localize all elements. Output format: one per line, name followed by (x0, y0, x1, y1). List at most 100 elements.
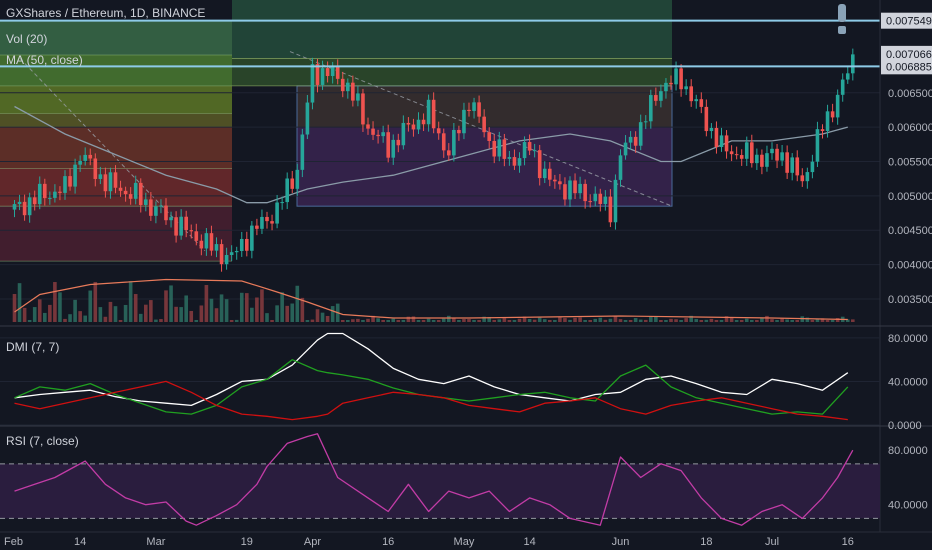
volume-bar (164, 290, 168, 322)
rsi-indicator-label[interactable]: RSI (7, close) (6, 434, 79, 448)
candle-body (280, 202, 284, 204)
candle-body (734, 154, 739, 156)
candle-body (568, 180, 572, 200)
volume-bar (578, 317, 582, 322)
candle-body (53, 191, 57, 198)
volume-bar (366, 318, 370, 322)
volume-bar (452, 318, 456, 322)
candle-body (851, 54, 855, 74)
volume-bar (714, 320, 719, 322)
candle-body (548, 168, 552, 180)
volume-bar (729, 316, 734, 322)
volume-bar (371, 315, 375, 322)
dmi-tick-label-1: 40.0000 (888, 376, 928, 388)
candle-body (770, 148, 774, 154)
price-label-bg-1 (881, 45, 932, 62)
volume-bar (209, 298, 214, 322)
volume-bar (643, 319, 648, 322)
price-label-1: 0.007066 (886, 49, 932, 61)
candle-body (416, 119, 421, 130)
candle-body (452, 129, 456, 156)
volume-bar (603, 319, 608, 322)
candle-body (638, 122, 643, 146)
vol-indicator-label[interactable]: Vol (20) (6, 32, 48, 46)
dmi-line-minus (14, 380, 848, 421)
volume-bar (103, 316, 108, 322)
fib-zone-2 (0, 85, 232, 114)
volume-bar (260, 289, 264, 322)
candle-body (512, 157, 517, 166)
volume-bar (239, 292, 244, 322)
rsi-tick-label-0: 80.0000 (888, 445, 928, 457)
candle-body (739, 155, 744, 159)
candle-body (113, 172, 118, 188)
volume-bar (78, 311, 82, 322)
volume-bar (411, 316, 416, 322)
time-tick-label-7: 14 (523, 536, 535, 548)
volume-bar (416, 320, 421, 322)
candle-body (234, 250, 239, 253)
volume-bar (285, 305, 289, 322)
volume-bar (780, 318, 784, 322)
volume-bar (174, 306, 178, 322)
candle-body (421, 119, 426, 125)
volume-bar (275, 305, 279, 322)
volume-bar (462, 319, 466, 322)
time-tick-label-4: Apr (304, 536, 321, 548)
price-axis-bg (880, 0, 932, 550)
volume-bar (93, 281, 98, 322)
candle-body (573, 180, 577, 194)
volume-bar (613, 316, 618, 322)
time-tick-label-1: 14 (74, 536, 86, 548)
candle-body (391, 139, 396, 158)
volume-bar (406, 316, 411, 322)
volume-bar (108, 301, 113, 322)
candle-body (578, 183, 582, 194)
volume-bar (149, 300, 153, 322)
volume-bar (573, 317, 577, 322)
candle-body (315, 64, 320, 85)
volume-bar (790, 320, 794, 322)
candle-body (103, 174, 108, 192)
candle-body (674, 68, 678, 85)
volume-bar (593, 318, 598, 322)
candle-body (83, 154, 87, 161)
candle-body (790, 157, 794, 173)
volume-bar (492, 320, 497, 322)
price-tick-label-0: 0.003500 (888, 294, 932, 306)
candle-body (426, 99, 431, 125)
candle-body (840, 79, 845, 95)
volume-bar (851, 319, 855, 322)
candle-body (194, 231, 199, 241)
candle-body (260, 216, 264, 229)
volume-bar (502, 318, 507, 322)
volume-bar (775, 320, 779, 322)
candle-body (406, 122, 411, 125)
volume-bar (63, 318, 67, 322)
volume-bar (194, 320, 199, 322)
candle-body (492, 140, 497, 157)
volume-bar (558, 317, 562, 322)
candle-body (108, 172, 113, 192)
volume-bar (32, 307, 37, 322)
volume-bar (219, 294, 224, 322)
price-label-bg-0 (881, 12, 932, 29)
candle-body (184, 216, 188, 231)
candle-body (835, 94, 840, 118)
candle-body (164, 205, 168, 221)
volume-bar (750, 320, 754, 322)
candle-body (553, 179, 557, 182)
candle-body (664, 82, 668, 92)
ma-indicator-label[interactable]: MA (50, close) (6, 53, 83, 67)
candle-body (830, 111, 835, 118)
volume-bar (22, 307, 27, 322)
volume-bar (689, 315, 693, 322)
candle-body (744, 142, 749, 159)
candle-body (724, 135, 729, 152)
candle-body (719, 135, 724, 148)
candle-body (714, 127, 719, 148)
volume-bar (765, 315, 769, 322)
dmi-indicator-label[interactable]: DMI (7, 7) (6, 340, 60, 354)
volume-bar (724, 316, 729, 322)
